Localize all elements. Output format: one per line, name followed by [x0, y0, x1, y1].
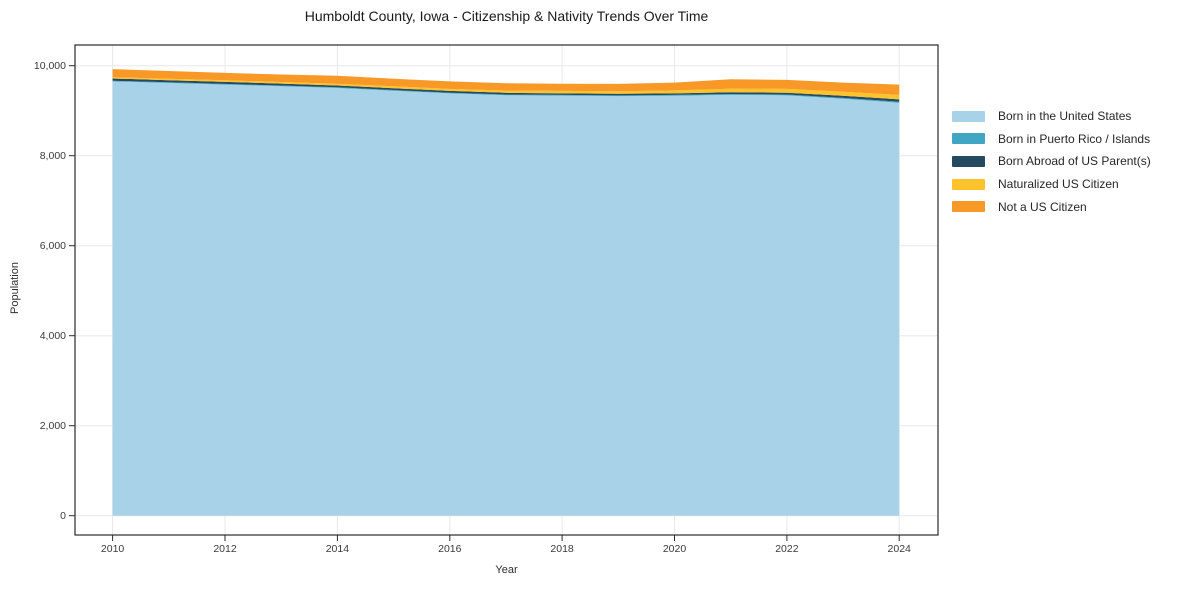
legend-label: Born Abroad of US Parent(s) [998, 154, 1151, 169]
legend-item-born-abroad-of-us-parent-s: Born Abroad of US Parent(s) [952, 150, 1151, 173]
legend-item-naturalized-us-citizen: Naturalized US Citizen [952, 173, 1151, 196]
axis-tick-labels: 0 2,000 4,000 6,000 8,000 10,000 2010 2012 2014 2… [34, 60, 911, 555]
x-axis-label: Year [495, 564, 518, 576]
y-tick-label: 8,000 [40, 150, 66, 162]
x-tick-label: 2022 [775, 543, 799, 555]
x-tick-label: 2010 [101, 543, 125, 555]
legend-label: Naturalized US Citizen [998, 177, 1119, 192]
area-not-a-us-citizen [112, 69, 900, 95]
x-tick-label: 2014 [326, 543, 350, 555]
legend-label: Born in Puerto Rico / Islands [998, 131, 1151, 146]
legend-label: Born in the United States [998, 109, 1132, 124]
x-tick-label: 2020 [663, 543, 687, 555]
legend-item-born-in-puerto-rico-islands: Born in Puerto Rico / Islands [952, 128, 1151, 151]
legend-item-born-in-the-united-states: Born in the United States [952, 105, 1151, 128]
legend-label: Not a US Citizen [998, 199, 1087, 214]
x-tick-label: 2016 [438, 543, 462, 555]
legend-swatch-icon [952, 201, 985, 213]
area-born-in-puerto-rico-islands [112, 80, 900, 103]
area-naturalized-us-citizen [112, 77, 900, 100]
legend-swatch-icon [952, 133, 985, 145]
x-tick-label: 2012 [213, 543, 237, 555]
y-tick-label: 6,000 [40, 240, 66, 252]
axis-ticks [69, 65, 900, 541]
legend-swatch-icon [952, 155, 985, 167]
x-tick-label: 2024 [888, 543, 912, 555]
plot-border [74, 44, 939, 536]
legend-item-not-a-us-citizen: Not a US Citizen [952, 195, 1151, 218]
legend-swatch-icon [952, 178, 985, 190]
legend-swatch-icon [952, 110, 985, 122]
chart-title: Humboldt County, Iowa - Citizenship & Na… [304, 8, 709, 24]
stacked-areas [112, 69, 900, 516]
y-tick-label: 2,000 [40, 420, 66, 432]
y-axis-label: Population [9, 262, 21, 314]
area-born-in-the-united-states [112, 81, 900, 516]
x-tick-label: 2018 [550, 543, 574, 555]
legend: Born in the United States Born in Puerto … [952, 105, 1151, 218]
y-tick-label: 4,000 [40, 330, 66, 342]
y-tick-label: 0 [60, 510, 66, 522]
y-tick-label: 10,000 [34, 60, 66, 72]
